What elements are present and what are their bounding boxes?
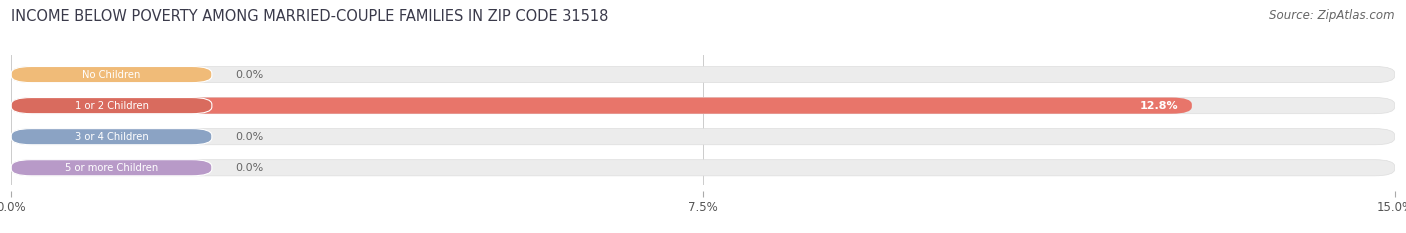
FancyBboxPatch shape — [11, 129, 212, 145]
Text: 1 or 2 Children: 1 or 2 Children — [75, 101, 149, 111]
Text: 0.0%: 0.0% — [235, 132, 263, 142]
FancyBboxPatch shape — [11, 98, 1192, 114]
Text: 0.0%: 0.0% — [235, 70, 263, 79]
FancyBboxPatch shape — [11, 129, 1395, 145]
Text: Source: ZipAtlas.com: Source: ZipAtlas.com — [1270, 9, 1395, 22]
FancyBboxPatch shape — [11, 98, 1395, 114]
Text: 12.8%: 12.8% — [1139, 101, 1178, 111]
Text: INCOME BELOW POVERTY AMONG MARRIED-COUPLE FAMILIES IN ZIP CODE 31518: INCOME BELOW POVERTY AMONG MARRIED-COUPL… — [11, 9, 609, 24]
FancyBboxPatch shape — [11, 160, 212, 176]
FancyBboxPatch shape — [11, 98, 212, 114]
Text: 0.0%: 0.0% — [235, 163, 263, 173]
FancyBboxPatch shape — [11, 66, 212, 83]
FancyBboxPatch shape — [11, 66, 1395, 83]
Text: 5 or more Children: 5 or more Children — [65, 163, 159, 173]
Text: 3 or 4 Children: 3 or 4 Children — [75, 132, 149, 142]
FancyBboxPatch shape — [11, 160, 1395, 176]
Text: No Children: No Children — [83, 70, 141, 79]
